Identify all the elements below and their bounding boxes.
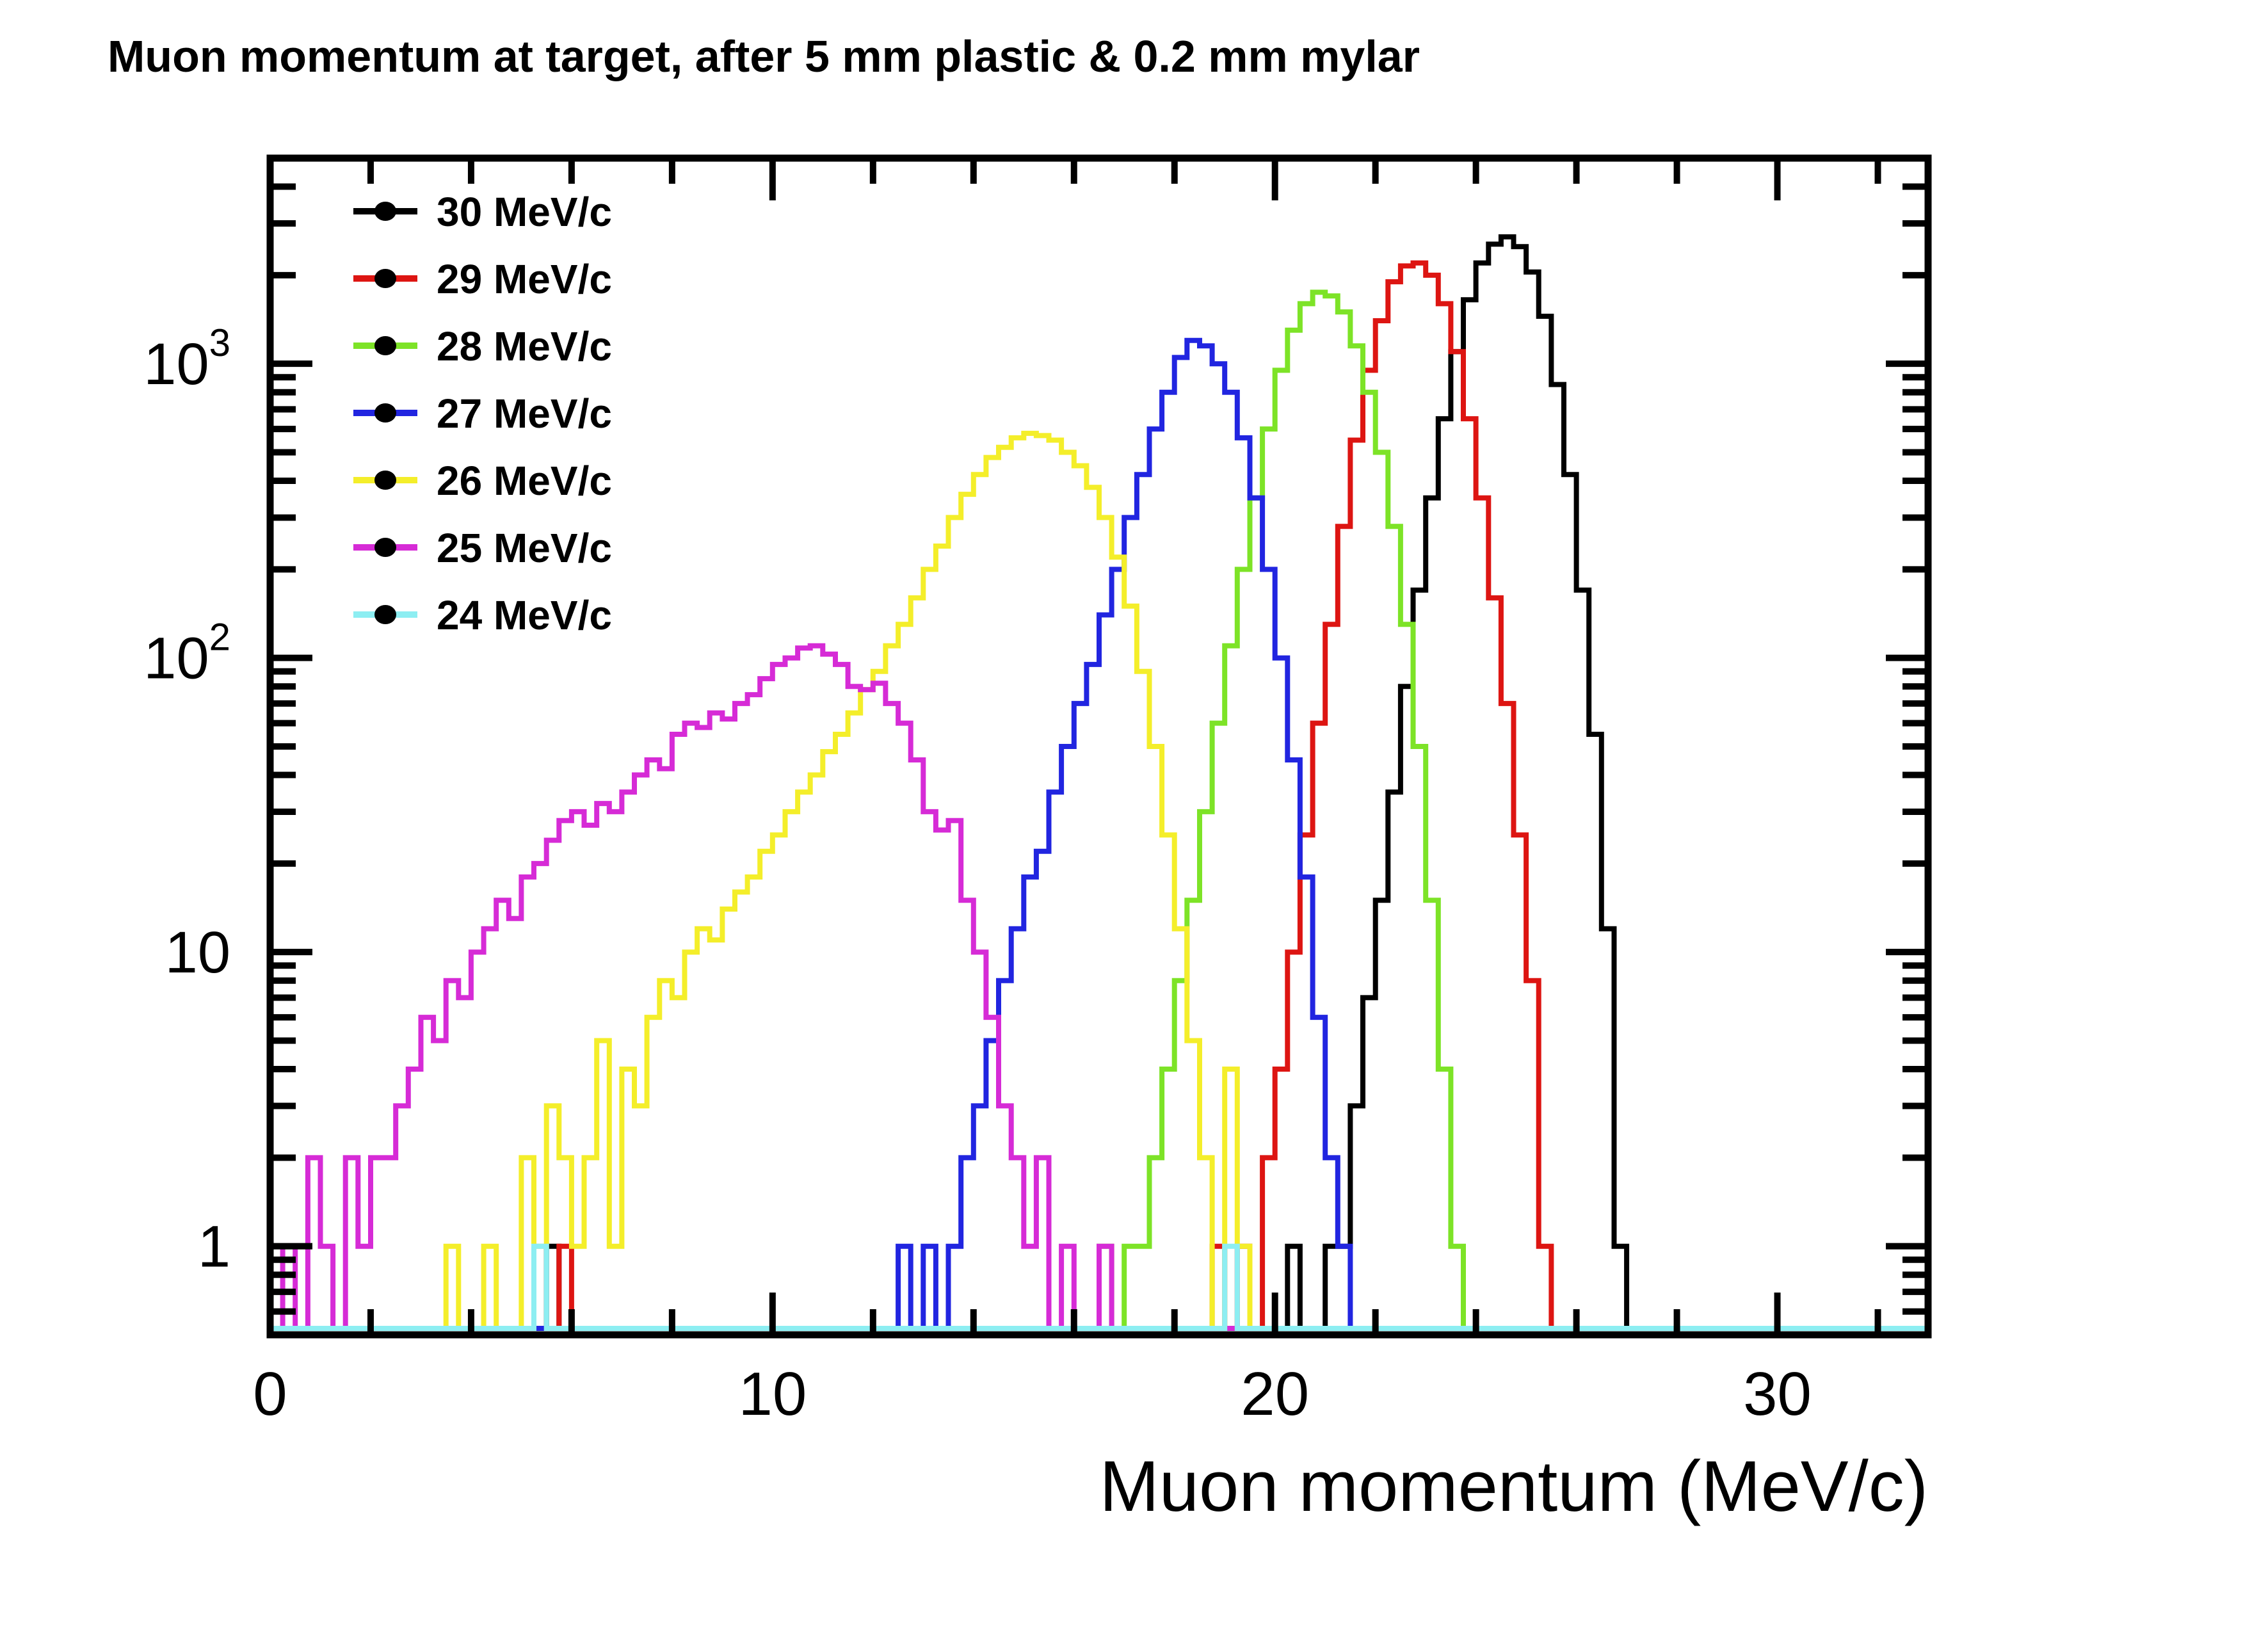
legend-label: 29 MeV/c bbox=[437, 256, 612, 302]
legend-item-29-mev-c: 29 MeV/c bbox=[353, 256, 612, 302]
y-tick-label-103: 103 bbox=[143, 321, 230, 397]
x-tick-label-10: 10 bbox=[738, 1360, 807, 1428]
hist-26-mev-c bbox=[270, 430, 1928, 1331]
legend-item-28-mev-c: 28 MeV/c bbox=[353, 323, 612, 369]
hist-25-mev-c bbox=[270, 643, 1928, 1331]
legend-label: 26 MeV/c bbox=[437, 458, 612, 504]
legend-label: 28 MeV/c bbox=[437, 323, 612, 369]
legend-marker-dot bbox=[374, 605, 396, 624]
legend-item-24-mev-c: 24 MeV/c bbox=[353, 592, 612, 638]
legend-item-26-mev-c: 26 MeV/c bbox=[353, 458, 612, 504]
histograms bbox=[270, 234, 1928, 1331]
legend-marker-dot bbox=[374, 403, 396, 423]
axis-ticks bbox=[267, 158, 1928, 1335]
x-axis-title: Muon momentum (MeV/c) bbox=[1099, 1446, 1928, 1526]
legend-marker-dot bbox=[374, 471, 396, 490]
legend-marker-dot bbox=[374, 269, 396, 288]
legend: 30 MeV/c 29 MeV/c 28 MeV/c 27 MeV/c 26 MeV/c… bbox=[353, 189, 612, 638]
axis-tick-labels: 0 10 20 30 1 10 102 103 bbox=[143, 321, 1812, 1428]
x-tick-label-30: 30 bbox=[1743, 1360, 1812, 1428]
chart-title: Muon momentum at target, after 5 mm plas… bbox=[108, 31, 1420, 81]
legend-item-25-mev-c: 25 MeV/c bbox=[353, 525, 612, 571]
y-tick-label-1: 1 bbox=[198, 1214, 230, 1280]
legend-label: 25 MeV/c bbox=[437, 525, 612, 571]
legend-label: 27 MeV/c bbox=[437, 391, 612, 437]
y-tick-label-10: 10 bbox=[165, 920, 230, 985]
legend-marker-dot bbox=[374, 336, 396, 355]
legend-label: 30 MeV/c bbox=[437, 189, 612, 235]
hist-28-mev-c bbox=[270, 289, 1928, 1331]
legend-marker-dot bbox=[374, 538, 396, 557]
x-tick-label-0: 0 bbox=[253, 1360, 287, 1428]
legend-label: 24 MeV/c bbox=[437, 592, 612, 638]
legend-item-27-mev-c: 27 MeV/c bbox=[353, 391, 612, 437]
legend-marker-dot bbox=[374, 202, 396, 221]
hist-27-mev-c bbox=[270, 337, 1928, 1331]
legend-item-30-mev-c: 30 MeV/c bbox=[353, 189, 612, 235]
hist-24-mev-c bbox=[270, 1243, 1928, 1331]
y-tick-label-102: 102 bbox=[143, 616, 230, 691]
x-tick-label-20: 20 bbox=[1241, 1360, 1309, 1428]
